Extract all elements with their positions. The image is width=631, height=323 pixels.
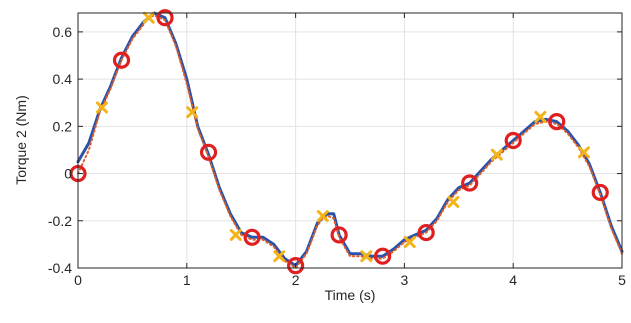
x-marker <box>273 250 286 263</box>
x-marker-stroke <box>142 11 155 24</box>
circle-marker <box>199 143 218 161</box>
x-marker-stroke <box>273 250 286 263</box>
x-marker <box>534 110 547 123</box>
y-tick-label: -0.2 <box>48 213 72 229</box>
y-tick-label: 0.6 <box>53 24 73 40</box>
circle-marker <box>417 223 435 242</box>
x-marker-stroke <box>490 148 503 161</box>
x-tick-label: 3 <box>401 272 409 288</box>
y-tick-label: -0.4 <box>48 260 72 276</box>
x-marker <box>360 250 373 263</box>
x-marker <box>316 210 329 223</box>
circle-marker <box>156 9 174 27</box>
x-marker <box>403 236 416 249</box>
x-marker-stroke <box>95 101 108 114</box>
x-tick-label: 4 <box>509 272 517 288</box>
x-marker <box>186 106 199 119</box>
y-tick-label: 0.2 <box>53 118 73 134</box>
x-tick-label: 2 <box>292 272 300 288</box>
circle-marker <box>461 174 479 192</box>
x-marker-stroke <box>403 236 416 249</box>
grid-lines <box>78 13 622 268</box>
circle-marker <box>374 247 392 265</box>
x-axis-ticks: 0 1 2 3 4 5 <box>74 13 626 288</box>
x-marker <box>95 101 108 114</box>
x-marker-stroke <box>186 106 199 119</box>
x-marker <box>142 11 155 24</box>
x-tick-label: 1 <box>183 272 191 288</box>
series-layer <box>69 9 624 275</box>
y-axis-label: Torque 2 (Nm) <box>13 95 29 184</box>
x-marker-stroke <box>316 210 329 223</box>
circle-marker <box>112 51 131 69</box>
series-circle-markers <box>69 9 609 275</box>
y-axis-ticks: -0.4 -0.2 0 0.2 0.4 0.6 <box>48 24 622 276</box>
circle-marker <box>548 113 566 131</box>
x-axis-label: Time (s) <box>325 287 376 303</box>
x-marker <box>447 195 460 208</box>
circle-marker <box>591 183 609 202</box>
circle-marker <box>504 131 522 150</box>
y-tick-label: 0 <box>64 166 72 182</box>
series-x-markers <box>95 11 590 263</box>
circle-marker <box>243 228 261 246</box>
plot-area-frame <box>77 12 623 269</box>
x-marker-stroke <box>447 195 460 208</box>
x-tick-label: 5 <box>618 272 626 288</box>
series-solid-line-path <box>76 11 624 268</box>
circle-marker <box>287 257 305 275</box>
x-tick-label: 0 <box>74 272 82 288</box>
x-marker-stroke <box>534 110 547 123</box>
plot-area-background <box>78 13 622 268</box>
x-marker-stroke <box>229 228 242 241</box>
series-solid-line <box>76 11 624 268</box>
x-marker <box>577 146 590 159</box>
x-marker-stroke <box>577 146 590 159</box>
circle-marker <box>330 226 348 244</box>
y-tick-label: 0.4 <box>53 71 73 87</box>
x-marker <box>490 148 503 161</box>
x-marker <box>229 228 242 241</box>
x-marker-stroke <box>360 250 373 263</box>
